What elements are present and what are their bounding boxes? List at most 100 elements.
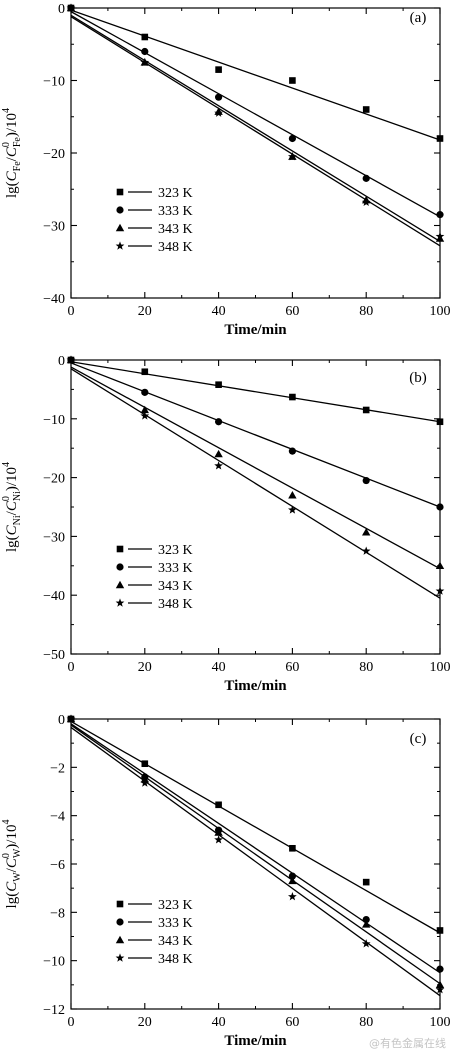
x-axis-title: Time/min <box>224 1033 287 1049</box>
y-tick-label: −40 <box>43 589 65 604</box>
data-point <box>215 381 222 388</box>
panel-label: (c) <box>410 731 427 747</box>
data-point <box>436 503 444 511</box>
fit-line <box>70 11 441 218</box>
data-point <box>435 985 445 994</box>
data-point <box>436 135 444 142</box>
data-point <box>141 760 149 768</box>
data-point <box>435 231 445 241</box>
series-343-k <box>66 3 445 243</box>
series-343-k <box>66 714 445 989</box>
data-point <box>361 939 371 948</box>
data-point <box>362 920 371 928</box>
data-point <box>435 561 445 569</box>
legend-marker <box>115 953 125 962</box>
data-point <box>214 461 223 470</box>
data-point <box>215 801 222 809</box>
data-point <box>66 714 76 723</box>
legend-marker <box>116 900 124 908</box>
legend-marker <box>116 545 124 553</box>
data-point <box>288 872 296 880</box>
series-323-k <box>67 356 444 426</box>
y-tick-label: −40 <box>43 292 65 307</box>
series-323-k <box>67 4 444 142</box>
x-tick-label: 80 <box>359 660 373 675</box>
x-axis-title: Time/min <box>224 678 287 694</box>
series-323-k <box>67 715 444 934</box>
legend-marker <box>115 241 125 250</box>
chart-panel-c: 0 20 40 60 80 100 0 −2 −4 −6 −8 −10 −12 Time/min lg(CW… <box>1 713 450 1049</box>
data-point <box>288 505 297 514</box>
legend-entry: 348 K <box>115 952 193 967</box>
series-348-k <box>66 714 445 997</box>
legend-entry: 333 K <box>116 916 193 931</box>
legend-entry: 348 K <box>115 240 193 255</box>
x-tick-label: 40 <box>212 660 226 675</box>
x-tick-label: 80 <box>359 304 373 319</box>
data-point <box>288 876 297 885</box>
legend-label: 343 K <box>158 222 193 237</box>
legend-label: 323 K <box>158 543 193 558</box>
legend-label: 333 K <box>158 561 193 576</box>
data-point <box>288 134 296 143</box>
series-333-k <box>67 356 444 511</box>
legend-label: 348 K <box>158 952 193 967</box>
y-tick-label: −12 <box>43 1003 65 1018</box>
legend-label: 348 K <box>158 240 193 255</box>
x-axis-title: Time/min <box>224 322 287 338</box>
legend-entry: 323 K <box>116 543 193 558</box>
data-point <box>289 393 296 401</box>
fit-line <box>70 362 441 508</box>
fit-line <box>70 724 441 985</box>
legend-label: 333 K <box>158 204 193 219</box>
legend-label: 323 K <box>158 898 193 913</box>
data-point <box>436 211 444 219</box>
x-tick-label: 40 <box>212 1015 226 1030</box>
y-tick-label: −4 <box>50 810 65 825</box>
y-tick-label: −50 <box>43 648 65 663</box>
legend-marker <box>116 563 124 571</box>
watermark: @有色金属在线 <box>369 1037 446 1050</box>
data-point <box>288 447 296 455</box>
x-tick-label: 20 <box>138 1015 152 1030</box>
data-point <box>362 915 370 924</box>
legend-marker <box>115 223 125 232</box>
legend-entry: 343 K <box>115 222 193 237</box>
legend-marker <box>116 188 124 196</box>
legend-entry: 323 K <box>116 186 193 201</box>
x-tick-label: 60 <box>285 1015 299 1030</box>
legend-entry: 333 K <box>116 561 193 576</box>
data-point <box>288 892 297 901</box>
legend-marker <box>115 935 125 944</box>
data-point <box>362 106 370 113</box>
panel-label: (b) <box>409 370 427 386</box>
x-tick-label: 60 <box>285 304 299 319</box>
x-tick-label: 40 <box>212 304 226 319</box>
data-point <box>214 449 223 458</box>
fit-line <box>70 9 441 141</box>
y-tick-label: 0 <box>58 354 65 369</box>
data-point <box>140 778 150 787</box>
data-point <box>214 835 223 844</box>
legend-entry: 348 K <box>115 597 193 612</box>
fit-line <box>70 726 441 997</box>
data-point <box>214 108 223 117</box>
x-tick-label: 0 <box>68 660 75 675</box>
legend-label: 343 K <box>158 579 193 594</box>
y-tick-label: −10 <box>43 955 65 970</box>
data-point <box>215 66 222 73</box>
data-point <box>288 491 297 499</box>
data-point <box>289 77 296 84</box>
legend-label: 343 K <box>158 934 193 949</box>
data-point <box>289 844 296 852</box>
data-point <box>362 406 370 414</box>
data-point <box>362 528 371 536</box>
chart-panel-b: 0 20 40 60 80 100 0 −10 −20 −30 −40 −50 Time/min lg(C… <box>1 354 450 694</box>
data-point <box>141 368 149 376</box>
legend-entry: 343 K <box>115 934 193 949</box>
y-tick-label: −10 <box>43 413 65 428</box>
x-tick-label: 100 <box>430 660 450 675</box>
data-point <box>141 33 149 41</box>
fit-line <box>70 366 441 570</box>
fit-line <box>70 361 441 423</box>
